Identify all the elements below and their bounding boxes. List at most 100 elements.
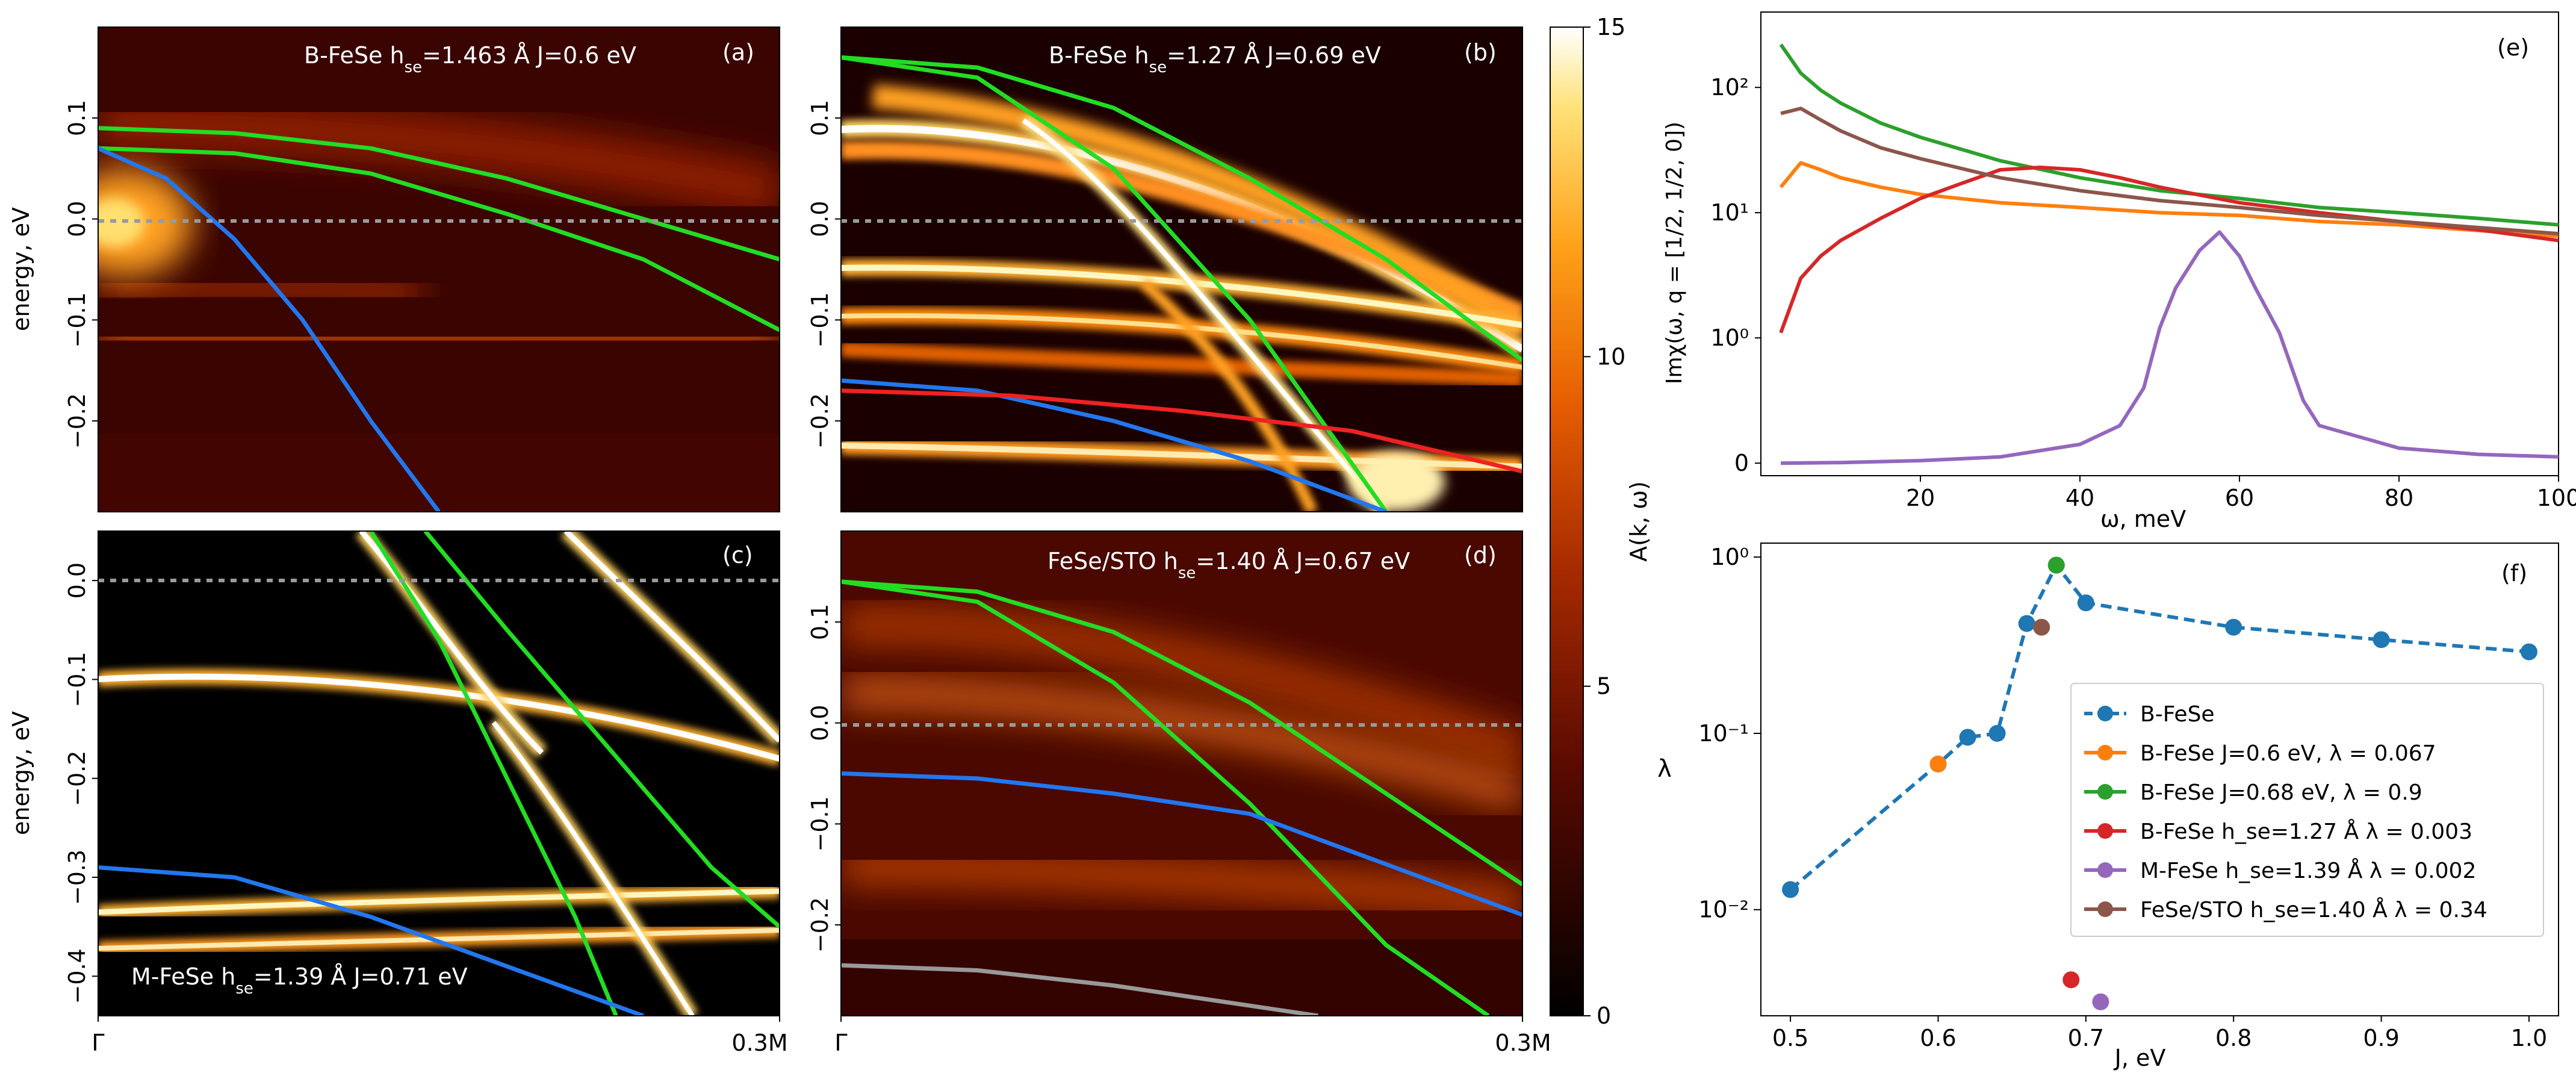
legend-label-5: FeSe/STO h_se=1.40 Å λ = 0.34: [2140, 897, 2488, 922]
panel-e-axes: 20 40 60 80 100 0 10⁰ 10¹ 10²: [1710, 74, 2576, 511]
panel-a-letter: (a): [722, 39, 754, 66]
e-xtick-label: 100: [2537, 485, 2576, 511]
e-series-line-1: [1779, 43, 2559, 227]
ytick-label: −0.2: [807, 393, 833, 449]
panel-f-ylabel: λ: [1657, 755, 1672, 783]
f-point-1-0: [1929, 755, 1947, 773]
f-point-0-6: [2077, 594, 2094, 612]
band-line-d-2: [841, 771, 1522, 917]
panel-f-letter: (f): [2501, 560, 2527, 586]
band-line-d-3: [841, 963, 1318, 1016]
colorbar: 0 5 10 15 A(k, ω): [1550, 14, 1652, 1029]
ytick-label: 0.1: [64, 100, 90, 136]
panel-d-yaxis: 0.1 0.0 −0.1 −0.2: [807, 604, 841, 953]
panel-b-letter: (b): [1464, 39, 1497, 66]
panel-f-xlabel: J, eV: [2114, 1045, 2166, 1071]
ytick-label: −0.1: [64, 292, 90, 347]
e-ytick-label: 10²: [1710, 74, 1749, 101]
panel-a-yaxis: 0.1 0.0 −0.1 −0.2: [64, 100, 98, 449]
ytick-label: −0.2: [807, 897, 833, 953]
k-axis: Γ 0.3M Γ 0.3M: [92, 1016, 1551, 1056]
e-series-line-4: [1780, 107, 2559, 236]
e-series-line-0: [1779, 161, 2559, 238]
panel-a: B-FeSe hse=1.463 Å J=0.6 eV (a) 0.1 0.0 −0…: [8, 26, 780, 512]
panel-c-letter: (c): [722, 542, 753, 568]
ytick-label: −0.2: [64, 751, 90, 806]
e-xtick-label: 40: [2065, 485, 2094, 511]
f-point-3-0: [2062, 971, 2080, 989]
band-line-d-0: [841, 579, 1522, 886]
legend-label-0: B-FeSe: [2140, 702, 2215, 727]
f-xtick-label: 0.9: [2363, 1025, 2399, 1051]
band-line-b-2: [841, 378, 1387, 512]
ytick-label: −0.2: [64, 393, 90, 449]
legend-label-3: B-FeSe h_se=1.27 Å λ = 0.003: [2140, 818, 2472, 844]
f-series-line-0: [1789, 562, 2530, 891]
legend-marker-3: [2097, 823, 2113, 839]
panel-d: FeSe/STO hse=1.40 Å J=0.67 eV (d) 0.1 0.0…: [807, 530, 1523, 1016]
panel-d-letter: (d): [1464, 542, 1497, 568]
ytick-label: 0.0: [807, 704, 833, 741]
band-line-c-0: [423, 531, 780, 928]
ytick-label: 0.0: [64, 562, 90, 599]
legend-label-1: B-FeSe J=0.6 eV, λ = 0.067: [2140, 741, 2436, 766]
legend-marker-5: [2097, 901, 2113, 917]
ytick-label: −0.4: [64, 948, 90, 1004]
legend-marker-2: [2097, 784, 2113, 800]
f-xtick-label: 1.0: [2511, 1025, 2547, 1051]
panel-f-legend: B-FeSe B-FeSe J=0.6 eV, λ = 0.067 B-FeSe J…: [2070, 683, 2544, 937]
f-point-0-8: [2373, 631, 2390, 648]
panel-a-ylabel: energy, eV: [8, 207, 34, 331]
f-xtick-label: 0.7: [2068, 1025, 2104, 1051]
ytick-label: −0.1: [64, 652, 90, 707]
f-xtick-label: 0.8: [2215, 1025, 2252, 1051]
panel-f-series: [1782, 556, 2537, 1010]
f-point-4-0: [2092, 993, 2109, 1010]
f-point-0-7: [2225, 618, 2242, 636]
band-line-a-2: [98, 146, 441, 512]
band-line-c-1: [368, 531, 618, 1016]
panel-a-heatmap: [98, 98, 780, 512]
band-line-b-0: [841, 55, 1522, 362]
e-ytick-label: 0: [1734, 450, 1749, 476]
legend-label-4: M-FeSe h_se=1.39 Å λ = 0.002: [2140, 857, 2476, 883]
f-point-2-0: [2047, 556, 2065, 574]
panel-a-title: B-FeSe hse=1.463 Å J=0.6 eV: [304, 42, 636, 76]
panel-e: 20 40 60 80 100 0 10⁰ 10¹ 10² (e) ω, meV Imχ(ω, …: [1662, 11, 2576, 532]
band-line-c-2: [98, 865, 644, 1016]
f-point-0-2: [1959, 729, 1976, 746]
colorbar-tick-label: 0: [1597, 1003, 1611, 1029]
e-ytick-label: 10¹: [1710, 199, 1749, 226]
panel-b: B-FeSe hse=1.27 Å J=0.69 eV (b) 0.1 0.0 −0…: [807, 26, 1523, 512]
k-axis-gamma-d: Γ: [834, 1030, 847, 1056]
ytick-label: −0.1: [807, 796, 833, 851]
band-line-d-1: [841, 579, 1490, 1016]
ytick-label: −0.1: [807, 292, 833, 347]
k-axis-end-c: 0.3M: [731, 1030, 787, 1056]
e-ytick-label: 10⁰: [1710, 325, 1749, 351]
band-line-b-3: [841, 388, 1522, 474]
f-xtick-label: 0.5: [1772, 1025, 1808, 1051]
panel-e-letter: (e): [2497, 34, 2529, 61]
colorbar-tick-label: 15: [1597, 14, 1625, 40]
panel-c-heatmap: [98, 531, 780, 1016]
f-ytick-label: 10⁻¹: [1698, 720, 1749, 747]
e-xtick-label: 80: [2385, 485, 2413, 511]
f-point-0-3: [1988, 724, 2006, 742]
e-series-line-2: [1779, 166, 2559, 334]
legend-marker-0: [2097, 706, 2113, 721]
f-xtick-label: 0.6: [1920, 1025, 1956, 1051]
panel-b-yaxis: 0.1 0.0 −0.1 −0.2: [807, 100, 841, 449]
panel-e-xlabel: ω, meV: [2100, 506, 2186, 532]
e-xtick-label: 20: [1906, 485, 1935, 511]
panel-c: (c) M-FeSe hse=1.39 Å J=0.71 eV 0.0 −0.1 −…: [8, 530, 780, 1016]
panel-c-ylabel: energy, eV: [8, 711, 34, 835]
colorbar-label: A(k, ω): [1625, 481, 1652, 562]
legend-marker-1: [2097, 745, 2113, 760]
band-line-a-0: [98, 126, 780, 262]
ytick-label: 0.0: [64, 201, 90, 237]
panel-f-axes: 0.5 0.6 0.7 0.8 0.9 1.0 10⁻² 10⁻¹ 10⁰: [1698, 544, 2547, 1051]
f-point-5-0: [2033, 618, 2050, 636]
